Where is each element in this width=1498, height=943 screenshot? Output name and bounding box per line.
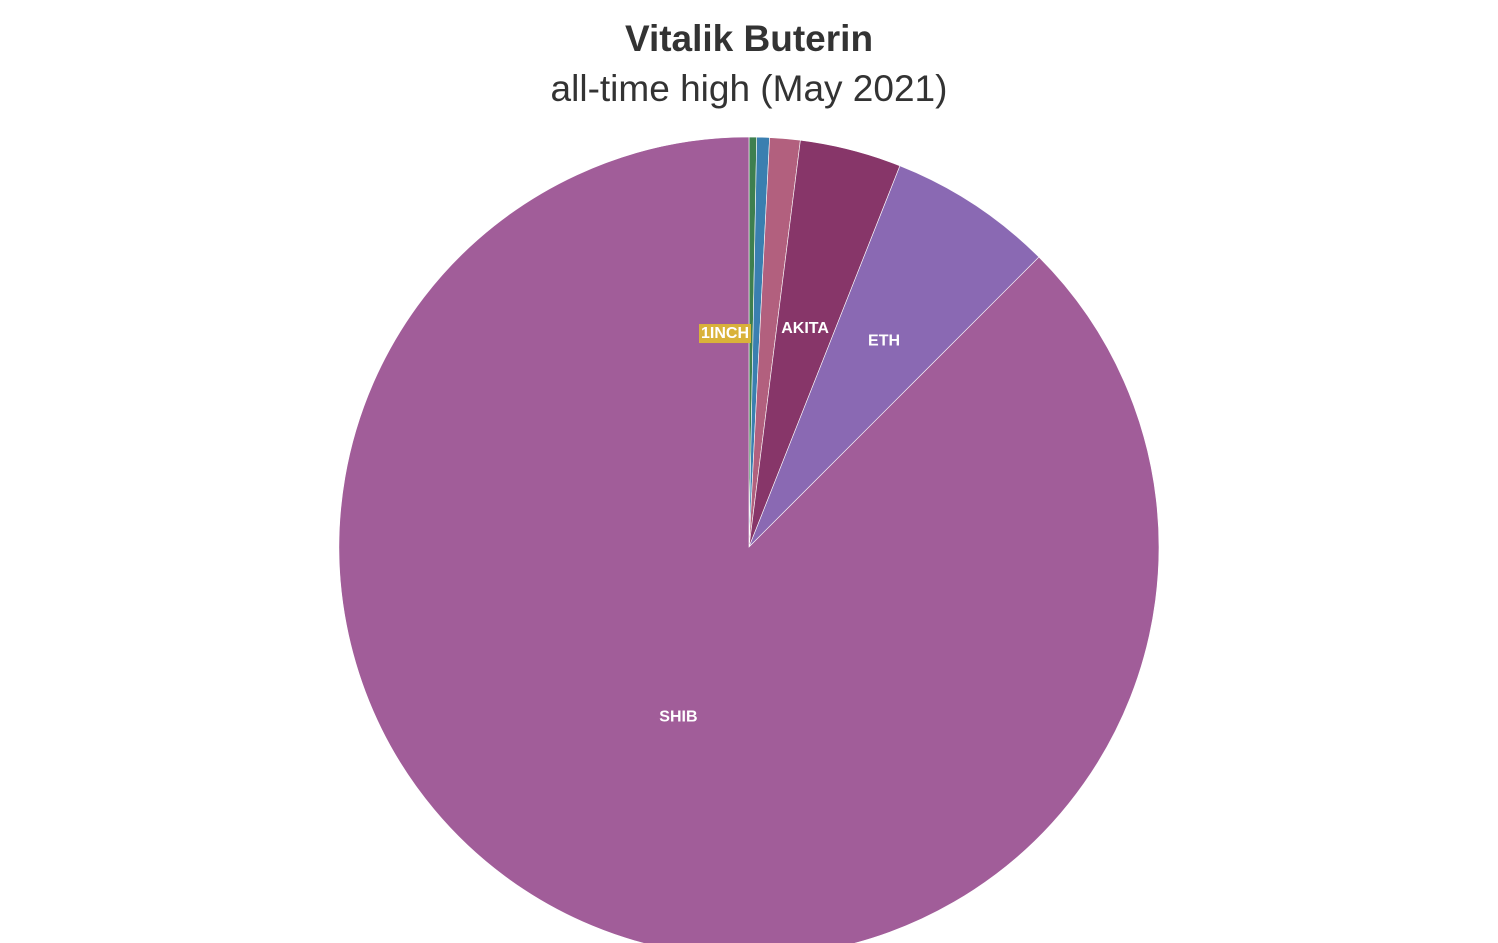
slice-label-1inch: 1INCH [701,325,749,342]
pie-slice-shib [338,136,1160,943]
pie-slice-eth [748,165,1040,548]
slice-label-eth: ETH [868,333,900,350]
chart-subtitle: all-time high (May 2021) [550,68,948,109]
slice-label-shib: SHIB [659,709,697,726]
slice-label-akita: AKITA [781,320,829,337]
slice-label-box-1inch [698,324,752,344]
chart-title: Vitalik Buterin [624,18,874,59]
